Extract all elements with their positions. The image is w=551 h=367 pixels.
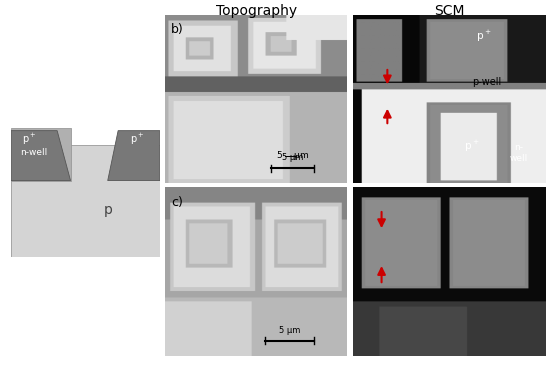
Text: p-well: p-well [472,77,501,87]
Text: c): c) [171,196,182,208]
Text: SCM: SCM [434,4,464,18]
Polygon shape [11,131,71,181]
Text: p$^+$: p$^+$ [130,132,145,147]
Text: 5 μm: 5 μm [282,153,303,162]
Text: Topography: Topography [215,4,297,18]
Text: 5 $\mathregular{\overline{\quad}}$μm: 5 $\mathregular{\overline{\quad}}$μm [276,149,309,161]
Text: p$^+$: p$^+$ [21,132,36,147]
Text: p$^+$: p$^+$ [464,139,480,154]
Text: 5 μm: 5 μm [279,326,300,335]
Text: p: p [103,203,112,217]
Polygon shape [108,131,160,181]
Text: n-
well: n- well [509,143,528,163]
Text: p$^+$: p$^+$ [476,29,491,44]
Bar [11,128,71,181]
Text: b): b) [171,23,183,36]
Bar [11,145,160,257]
Text: n-well: n-well [20,148,47,157]
